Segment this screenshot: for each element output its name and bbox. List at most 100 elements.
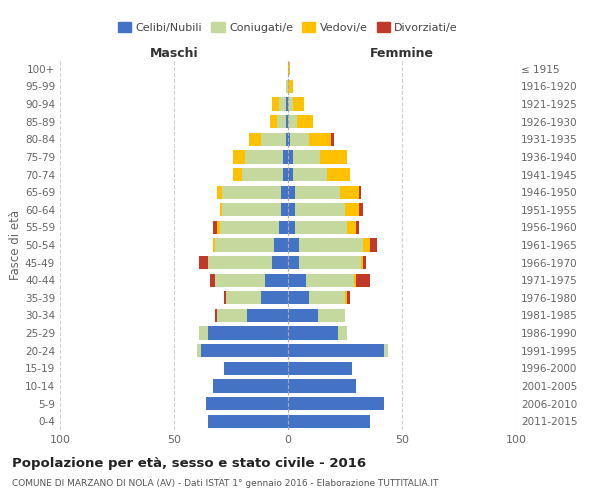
Bar bbox=[215, 274, 288, 287]
Bar bbox=[247, 309, 288, 322]
Bar bbox=[286, 80, 288, 93]
Bar bbox=[215, 238, 288, 252]
Bar bbox=[249, 132, 288, 146]
Bar bbox=[288, 238, 377, 252]
Bar bbox=[224, 362, 288, 375]
Bar bbox=[272, 98, 288, 110]
Bar bbox=[288, 150, 293, 164]
Bar bbox=[206, 397, 288, 410]
Bar bbox=[213, 238, 288, 252]
Bar bbox=[249, 132, 288, 146]
Bar bbox=[242, 168, 288, 181]
Bar bbox=[217, 186, 288, 198]
Bar bbox=[199, 256, 288, 269]
Bar bbox=[288, 256, 363, 269]
Bar bbox=[217, 309, 288, 322]
Bar bbox=[288, 238, 363, 252]
Bar bbox=[260, 291, 288, 304]
Text: COMUNE DI MARZANO DI NOLA (AV) - Dati ISTAT 1° gennaio 2016 - Elaborazione TUTTI: COMUNE DI MARZANO DI NOLA (AV) - Dati IS… bbox=[12, 479, 439, 488]
Bar bbox=[260, 132, 288, 146]
Bar bbox=[288, 380, 356, 392]
Bar bbox=[213, 380, 288, 392]
Bar bbox=[288, 380, 356, 392]
Bar bbox=[288, 62, 290, 76]
Bar bbox=[286, 132, 288, 146]
Bar bbox=[283, 168, 288, 181]
Bar bbox=[213, 221, 288, 234]
Bar bbox=[288, 221, 359, 234]
Bar bbox=[224, 362, 288, 375]
Bar bbox=[288, 362, 352, 375]
Text: Maschi: Maschi bbox=[149, 47, 199, 60]
Legend: Celibi/Nubili, Coniugati/e, Vedovi/e, Divorziati/e: Celibi/Nubili, Coniugati/e, Vedovi/e, Di… bbox=[113, 18, 463, 37]
Bar bbox=[288, 256, 365, 269]
Bar bbox=[233, 168, 288, 181]
Bar bbox=[288, 344, 388, 358]
Y-axis label: Fasce di età: Fasce di età bbox=[9, 210, 22, 280]
Bar bbox=[283, 150, 288, 164]
Bar bbox=[233, 150, 288, 164]
Bar bbox=[208, 414, 288, 428]
Bar bbox=[286, 115, 288, 128]
Bar bbox=[288, 203, 359, 216]
Bar bbox=[288, 380, 356, 392]
Bar bbox=[215, 274, 288, 287]
Bar bbox=[288, 221, 356, 234]
Bar bbox=[288, 150, 320, 164]
Bar bbox=[199, 326, 288, 340]
Bar bbox=[288, 344, 388, 358]
Bar bbox=[202, 344, 288, 358]
Bar bbox=[288, 414, 370, 428]
Bar bbox=[217, 309, 288, 322]
Bar bbox=[288, 291, 347, 304]
Bar bbox=[281, 186, 288, 198]
Bar bbox=[288, 80, 293, 93]
Bar bbox=[288, 274, 354, 287]
Bar bbox=[288, 168, 293, 181]
Bar bbox=[222, 203, 288, 216]
Bar bbox=[208, 414, 288, 428]
Bar bbox=[288, 291, 308, 304]
Bar bbox=[206, 397, 288, 410]
Bar bbox=[288, 132, 334, 146]
Bar bbox=[288, 238, 299, 252]
Bar bbox=[288, 274, 306, 287]
Bar bbox=[288, 150, 347, 164]
Bar bbox=[288, 309, 345, 322]
Bar bbox=[288, 397, 384, 410]
Bar bbox=[206, 397, 288, 410]
Bar bbox=[288, 238, 370, 252]
Bar bbox=[224, 362, 288, 375]
Bar bbox=[215, 309, 288, 322]
Bar bbox=[288, 326, 347, 340]
Bar bbox=[288, 168, 327, 181]
Bar bbox=[288, 291, 350, 304]
Bar bbox=[220, 203, 288, 216]
Bar bbox=[222, 186, 288, 198]
Bar bbox=[265, 274, 288, 287]
Bar bbox=[286, 98, 288, 110]
Bar bbox=[288, 344, 384, 358]
Bar bbox=[288, 326, 347, 340]
Bar bbox=[288, 397, 384, 410]
Bar bbox=[288, 98, 304, 110]
Bar bbox=[288, 221, 295, 234]
Bar bbox=[208, 256, 288, 269]
Bar bbox=[213, 238, 288, 252]
Bar bbox=[288, 362, 352, 375]
Y-axis label: Anni di nascita: Anni di nascita bbox=[597, 202, 600, 288]
Bar bbox=[288, 186, 340, 198]
Bar bbox=[288, 380, 356, 392]
Bar bbox=[199, 326, 288, 340]
Bar bbox=[226, 291, 288, 304]
Bar bbox=[288, 203, 363, 216]
Bar bbox=[288, 291, 345, 304]
Bar bbox=[213, 380, 288, 392]
Bar bbox=[233, 168, 288, 181]
Bar bbox=[288, 274, 356, 287]
Bar bbox=[288, 221, 347, 234]
Bar bbox=[288, 256, 299, 269]
Bar bbox=[206, 397, 288, 410]
Bar bbox=[288, 414, 370, 428]
Bar bbox=[288, 203, 345, 216]
